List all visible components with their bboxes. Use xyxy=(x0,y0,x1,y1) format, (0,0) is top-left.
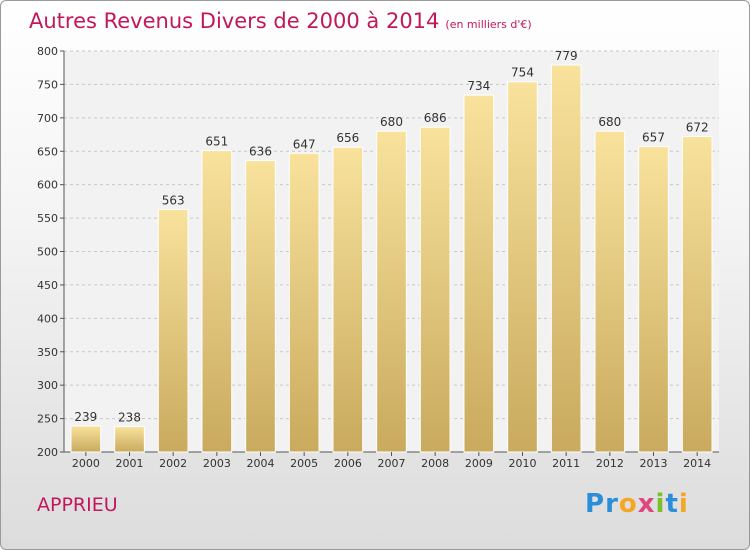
bar xyxy=(245,160,276,453)
bar-value-label: 657 xyxy=(642,131,665,145)
chart-title-text: Autres Revenus Divers de 2000 à 2014 xyxy=(29,9,440,33)
bar-value-label: 680 xyxy=(380,115,403,129)
bar xyxy=(594,130,626,453)
location-label: APPRIEU xyxy=(37,494,118,516)
bar xyxy=(288,152,320,453)
logo-letter: i xyxy=(655,489,666,519)
logo-letter: t xyxy=(665,489,679,519)
bar-value-label: 686 xyxy=(424,111,447,125)
logo-letter: o xyxy=(618,489,638,519)
y-tick-label: 800 xyxy=(37,45,58,58)
bar-value-label: 563 xyxy=(162,193,185,207)
bar xyxy=(681,136,713,453)
y-tick-label: 200 xyxy=(37,446,58,459)
bar-value-label: 734 xyxy=(467,79,490,93)
y-tick-label: 250 xyxy=(37,413,58,426)
bar xyxy=(201,150,233,453)
y-tick-label: 500 xyxy=(37,246,58,259)
bar xyxy=(550,64,582,453)
bar-value-label: 656 xyxy=(336,131,359,145)
bar xyxy=(419,126,451,453)
x-tick-label: 2014 xyxy=(683,457,711,470)
x-tick-label: 2010 xyxy=(509,457,537,470)
x-tick-label: 2009 xyxy=(465,457,493,470)
y-tick-label: 750 xyxy=(37,78,58,91)
logo-letter: x xyxy=(637,489,656,519)
chart-title: Autres Revenus Divers de 2000 à 2014 (en … xyxy=(29,9,532,33)
x-tick-label: 2011 xyxy=(552,457,580,470)
bar-value-label: 651 xyxy=(205,135,228,149)
bar xyxy=(114,426,145,453)
bar xyxy=(332,146,364,453)
proxiti-logo: Proxiti xyxy=(585,489,689,519)
chart-subtitle: (en milliers d'€) xyxy=(445,18,532,31)
y-tick-label: 650 xyxy=(37,145,58,158)
bar xyxy=(463,94,495,453)
bar-value-label: 680 xyxy=(598,115,621,129)
x-tick-label: 2006 xyxy=(334,457,362,470)
bar-value-label: 636 xyxy=(249,145,272,159)
x-tick-label: 2013 xyxy=(640,457,668,470)
bar-value-label: 779 xyxy=(555,49,578,63)
x-tick-label: 2003 xyxy=(203,457,231,470)
bar-value-label: 754 xyxy=(511,66,534,80)
y-tick-label: 550 xyxy=(37,212,58,225)
x-tick-label: 2005 xyxy=(290,457,318,470)
bar-value-label: 238 xyxy=(118,411,141,425)
logo-letter: P xyxy=(585,489,606,519)
y-tick-label: 400 xyxy=(37,312,58,325)
bar xyxy=(376,130,407,453)
x-tick-label: 2000 xyxy=(72,457,100,470)
bar xyxy=(638,146,669,453)
logo-letter: i xyxy=(678,489,689,519)
bar xyxy=(70,425,102,453)
x-tick-label: 2008 xyxy=(421,457,449,470)
bar xyxy=(507,81,538,453)
y-tick-label: 600 xyxy=(37,179,58,192)
bar xyxy=(157,208,189,453)
logo-letter: r xyxy=(605,489,619,519)
y-tick-label: 350 xyxy=(37,346,58,359)
bar-value-label: 647 xyxy=(293,137,316,151)
y-tick-label: 450 xyxy=(37,279,58,292)
x-tick-label: 2007 xyxy=(378,457,406,470)
x-tick-label: 2004 xyxy=(247,457,275,470)
x-tick-label: 2002 xyxy=(159,457,187,470)
x-tick-label: 2012 xyxy=(596,457,624,470)
y-tick-label: 700 xyxy=(37,112,58,125)
y-tick-label: 300 xyxy=(37,379,58,392)
bar-value-label: 239 xyxy=(74,410,97,424)
x-tick-label: 2001 xyxy=(116,457,144,470)
bar-value-label: 672 xyxy=(686,121,709,135)
